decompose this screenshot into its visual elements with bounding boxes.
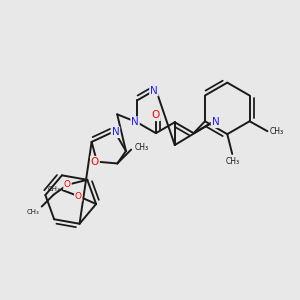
- Text: N: N: [112, 127, 119, 137]
- Text: CH₃: CH₃: [269, 127, 284, 136]
- Text: CH₃: CH₃: [225, 157, 239, 166]
- Text: CH₃: CH₃: [48, 186, 60, 192]
- Text: O: O: [75, 192, 82, 201]
- Text: CH₃: CH₃: [134, 143, 148, 152]
- Text: N: N: [131, 117, 139, 127]
- Text: O: O: [64, 180, 71, 189]
- Text: N: N: [212, 117, 219, 127]
- Text: N: N: [150, 85, 158, 96]
- Text: O: O: [91, 157, 99, 167]
- Text: O: O: [152, 110, 160, 120]
- Text: CH₃: CH₃: [27, 208, 40, 214]
